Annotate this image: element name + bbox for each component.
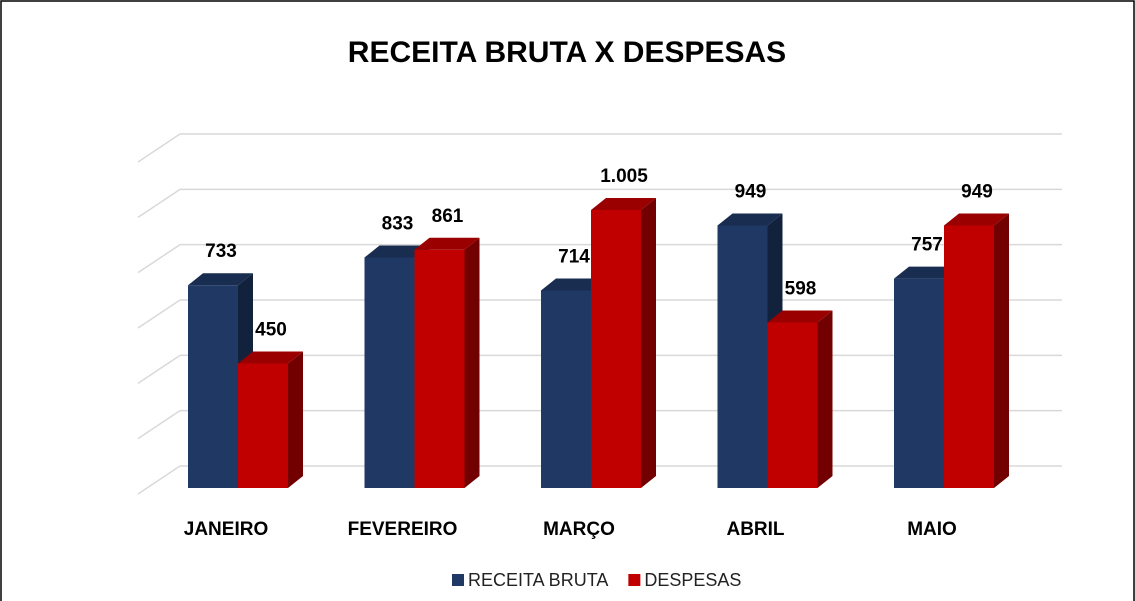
value-label: 598 [785, 279, 817, 300]
bar-face [238, 351, 303, 364]
grid-line-side [137, 133, 181, 163]
bar-face [894, 266, 959, 279]
value-label: 833 [382, 214, 414, 235]
bar-face [944, 225, 994, 488]
grid-line-side [137, 244, 181, 274]
bar-face [717, 225, 768, 488]
chart-title: RECEITA BRUTA X DESPESAS [348, 36, 786, 69]
bar-face [414, 237, 480, 250]
bar-face [591, 209, 641, 488]
bar [944, 213, 1009, 488]
bar-face [641, 197, 656, 488]
bar-face [767, 322, 818, 488]
x-tick-label: JANEIRO [184, 519, 268, 540]
bar-face [591, 197, 656, 210]
legend-swatch [452, 574, 464, 586]
bar-face [894, 278, 944, 488]
value-label: 1.005 [600, 166, 648, 187]
value-label: 949 [735, 181, 767, 202]
bar-face [188, 273, 253, 286]
bar-face [464, 237, 480, 488]
value-label: 949 [961, 181, 993, 202]
value-label: 450 [255, 320, 287, 341]
x-tick-label: MARÇO [543, 519, 615, 540]
value-label: 861 [432, 206, 464, 227]
grid-line-side [137, 299, 181, 329]
bar-face [994, 213, 1009, 488]
x-tick-label: FEVEREIRO [348, 519, 458, 540]
legend-swatch [628, 574, 641, 586]
grid-line-side [137, 188, 181, 218]
bar-face [541, 278, 606, 291]
grid-line-side [137, 410, 181, 440]
bar-face [238, 363, 288, 488]
bar-face [541, 290, 591, 488]
bar-face [767, 310, 833, 323]
bar [767, 310, 833, 488]
bar [414, 237, 480, 488]
grid-line-side [137, 465, 181, 495]
value-label: 757 [911, 235, 943, 256]
bar-face [817, 310, 833, 488]
x-tick-label: MAIO [907, 519, 957, 540]
grid-line-side [137, 354, 181, 384]
bar-face [944, 213, 1009, 226]
x-tick-label: ABRIL [726, 519, 784, 540]
legend-label: RECEITA BRUTA [468, 570, 608, 590]
value-label: 733 [205, 241, 237, 262]
legend-label: DESPESAS [644, 570, 741, 590]
bar [591, 197, 656, 488]
value-label: 714 [558, 246, 590, 267]
bar-face [717, 213, 783, 226]
bar-face [288, 351, 303, 488]
bar-face [414, 249, 465, 488]
bar-face [188, 285, 238, 488]
bar-face [364, 245, 430, 258]
bar [238, 351, 303, 488]
bar-face [364, 257, 415, 488]
